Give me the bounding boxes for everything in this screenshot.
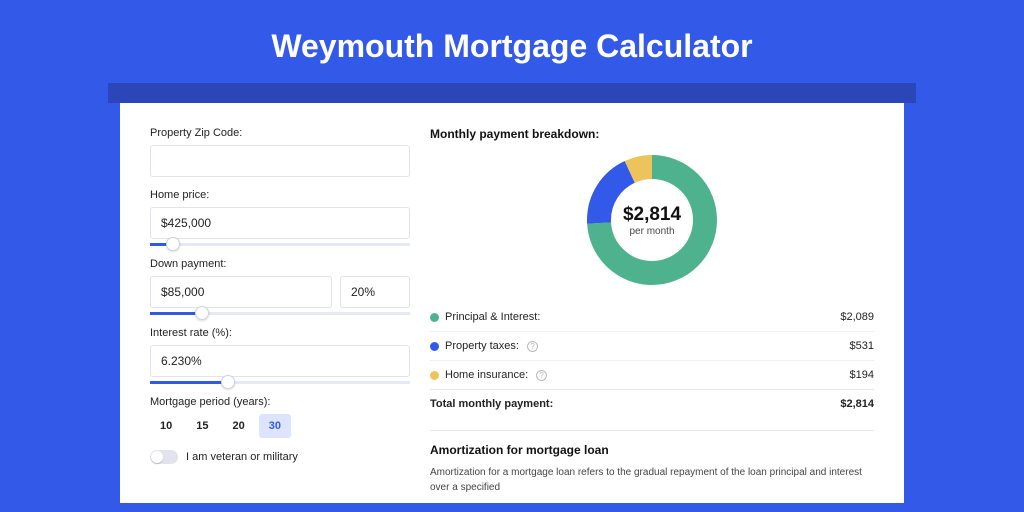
breakdown-column: Monthly payment breakdown: $2,814per mon… (430, 127, 874, 503)
inputs-column: Property Zip Code: Home price: Down paym… (150, 127, 410, 503)
legend-value: $194 (850, 369, 874, 381)
interest-input[interactable] (150, 345, 410, 377)
home-price-field: Home price: (150, 189, 410, 246)
total-row: Total monthly payment: $2,814 (430, 389, 874, 418)
legend-dot (430, 342, 439, 351)
zip-field: Property Zip Code: (150, 127, 410, 177)
period-button-15[interactable]: 15 (186, 414, 218, 438)
period-buttons: 10152030 (150, 414, 410, 438)
donut-amount: $2,814 (623, 204, 681, 226)
interest-slider-thumb[interactable] (221, 375, 235, 389)
veteran-toggle-knob (151, 451, 163, 463)
zip-label: Property Zip Code: (150, 127, 410, 139)
amortization-body: Amortization for a mortgage loan refers … (430, 465, 874, 495)
header-band (108, 83, 916, 103)
interest-field: Interest rate (%): (150, 327, 410, 384)
total-label: Total monthly payment: (430, 398, 553, 410)
zip-input[interactable] (150, 145, 410, 177)
total-value: $2,814 (840, 398, 874, 410)
interest-label: Interest rate (%): (150, 327, 410, 339)
down-payment-input[interactable] (150, 276, 332, 308)
legend-dot (430, 313, 439, 322)
period-label: Mortgage period (years): (150, 396, 410, 408)
down-payment-slider[interactable] (150, 312, 410, 315)
home-price-slider-thumb[interactable] (166, 237, 180, 251)
info-icon[interactable]: ? (527, 341, 538, 352)
down-payment-pct-input[interactable] (340, 276, 410, 308)
legend: Principal & Interest: $2,089 Property taxe… (430, 303, 874, 389)
donut-chart: $2,814per month (587, 155, 717, 285)
veteran-label: I am veteran or military (186, 451, 298, 463)
breakdown-title: Monthly payment breakdown: (430, 127, 874, 141)
info-icon[interactable]: ? (536, 370, 547, 381)
period-button-10[interactable]: 10 (150, 414, 182, 438)
legend-value: $531 (850, 340, 874, 352)
down-payment-slider-thumb[interactable] (195, 306, 209, 320)
legend-label: Principal & Interest: (445, 311, 540, 323)
legend-row: Property taxes:? $531 (430, 331, 874, 360)
legend-label: Home insurance: (445, 369, 528, 381)
legend-dot (430, 371, 439, 380)
donut-sub: per month (623, 226, 681, 237)
amortization-title: Amortization for mortgage loan (430, 443, 874, 457)
legend-row: Home insurance:? $194 (430, 360, 874, 389)
period-button-20[interactable]: 20 (223, 414, 255, 438)
home-price-input[interactable] (150, 207, 410, 239)
amortization-section: Amortization for mortgage loan Amortizat… (430, 430, 874, 495)
legend-value: $2,089 (840, 311, 874, 323)
interest-slider[interactable] (150, 381, 410, 384)
interest-slider-fill (150, 381, 228, 384)
page-title: Weymouth Mortgage Calculator (0, 0, 1024, 83)
calculator-card: Property Zip Code: Home price: Down paym… (120, 103, 904, 503)
legend-label: Property taxes: (445, 340, 519, 352)
veteran-row: I am veteran or military (150, 450, 410, 464)
period-field: Mortgage period (years): 10152030 (150, 396, 410, 438)
legend-row: Principal & Interest: $2,089 (430, 303, 874, 331)
period-button-30[interactable]: 30 (259, 414, 291, 438)
down-payment-field: Down payment: (150, 258, 410, 315)
home-price-label: Home price: (150, 189, 410, 201)
down-payment-label: Down payment: (150, 258, 410, 270)
veteran-toggle[interactable] (150, 450, 178, 464)
home-price-slider[interactable] (150, 243, 410, 246)
donut-wrap: $2,814per month (430, 147, 874, 303)
